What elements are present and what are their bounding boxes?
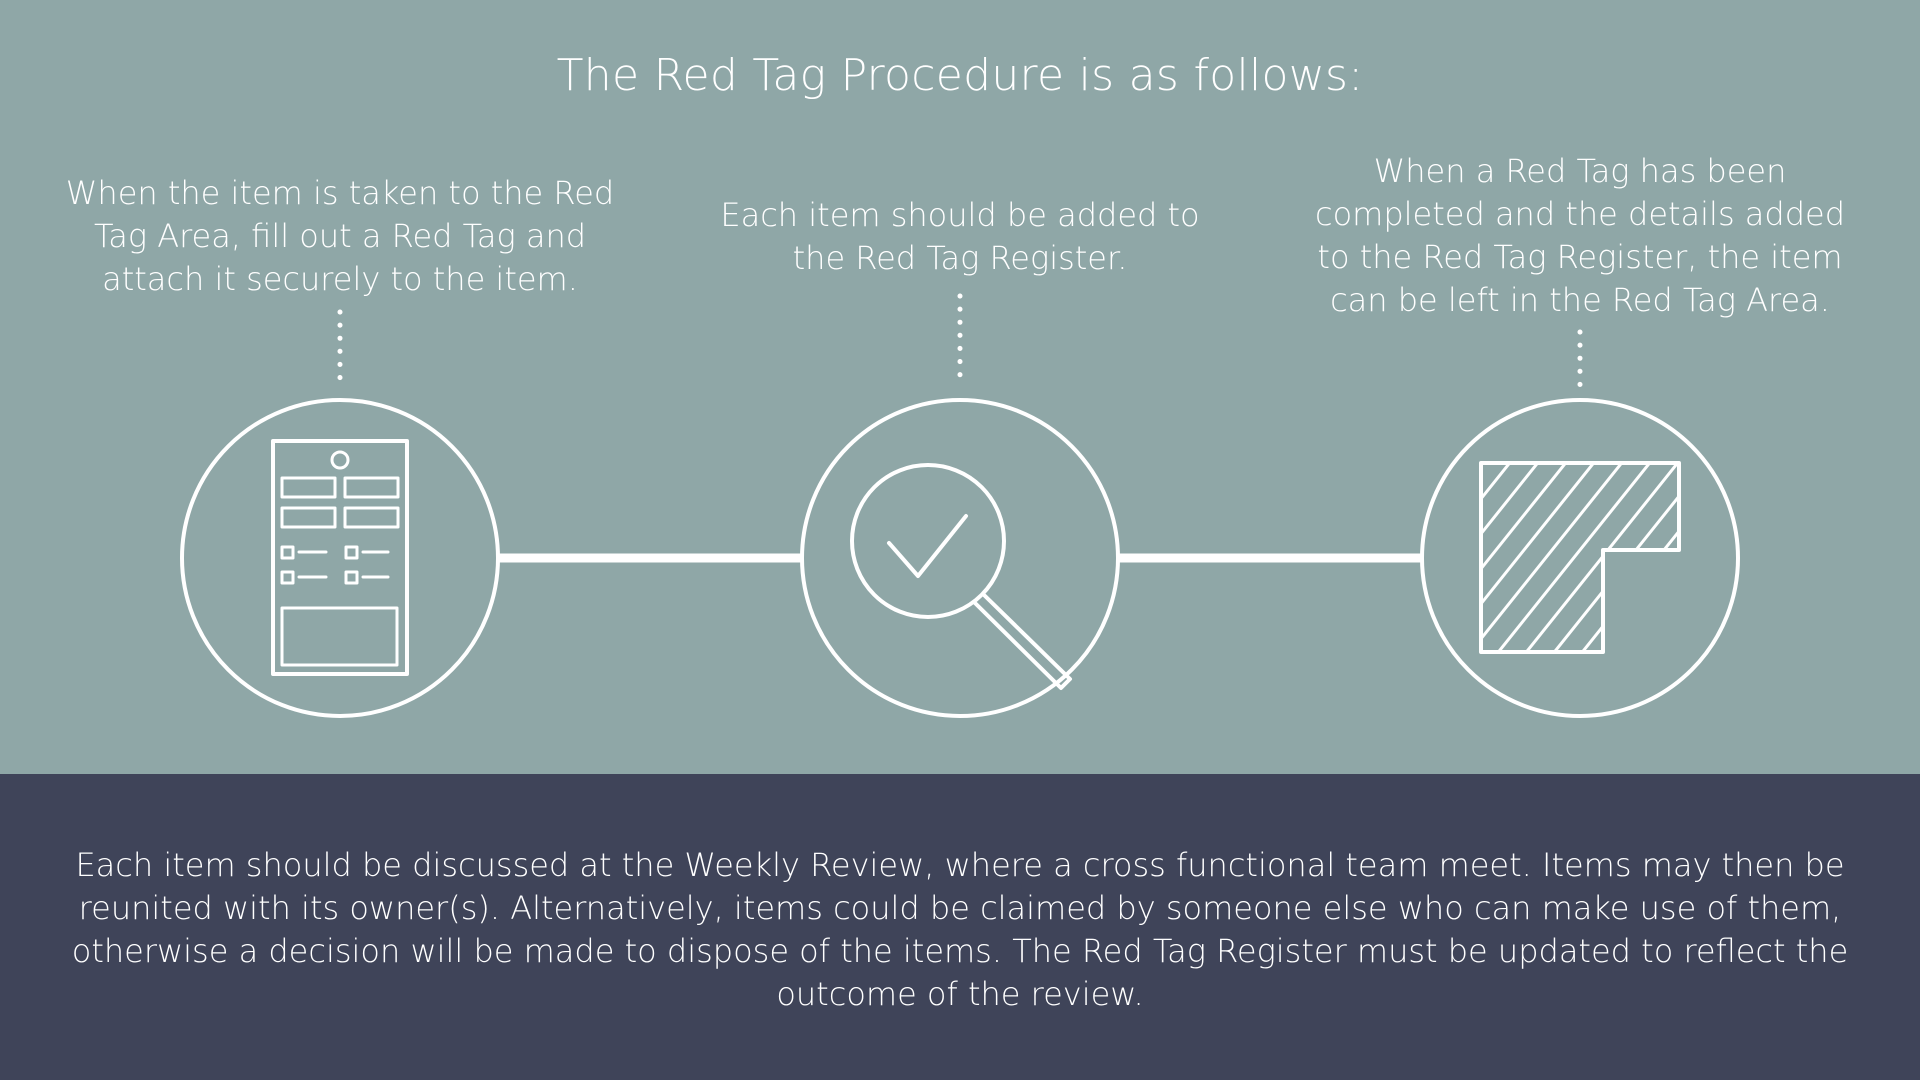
magnifier-check-icon xyxy=(850,463,1072,690)
step-1-line: When the item is taken to the Red xyxy=(65,174,615,212)
step-2-line: Each item should be added to xyxy=(720,196,1200,234)
step-2-circle xyxy=(800,398,1120,718)
step-1-line: attach it securely to the item. xyxy=(102,260,578,298)
step-2-line: the Red Tag Register. xyxy=(792,239,1128,277)
step-3-line: to the Red Tag Register, the item xyxy=(1317,238,1843,276)
step-3-line: When a Red Tag has been xyxy=(1373,152,1787,190)
top-panel xyxy=(0,0,1920,774)
step-3-description: When a Red Tag has been completed and th… xyxy=(1280,150,1880,322)
step-1-line: Tag Area, fill out a Red Tag and xyxy=(93,217,587,255)
procedure-diagram xyxy=(180,293,1740,718)
step-2-description: Each item should be added to the Red Tag… xyxy=(660,194,1260,280)
summary-line: Each item should be discussed at the Wee… xyxy=(75,846,1845,884)
summary-line: otherwise a decision will be made to dis… xyxy=(71,932,1849,970)
red-tag-form-icon xyxy=(271,439,409,676)
step-3-circle xyxy=(1420,398,1740,718)
page-title: The Red Tag Procedure is as follows: xyxy=(556,50,1364,101)
step-3-line: can be left in the Red Tag Area. xyxy=(1330,281,1830,319)
weekly-review-summary: Each item should be discussed at the Wee… xyxy=(70,844,1850,1016)
step-1-circle xyxy=(180,398,500,718)
summary-line: reunited with its owner(s). Alternativel… xyxy=(78,889,1842,927)
step-1-description: When the item is taken to the Red Tag Ar… xyxy=(40,172,640,301)
summary-line: outcome of the review. xyxy=(776,975,1144,1013)
bottom-panel xyxy=(0,774,1920,1080)
red-tag-area-icon xyxy=(1479,461,1681,654)
step-3-line: completed and the details added xyxy=(1314,195,1846,233)
